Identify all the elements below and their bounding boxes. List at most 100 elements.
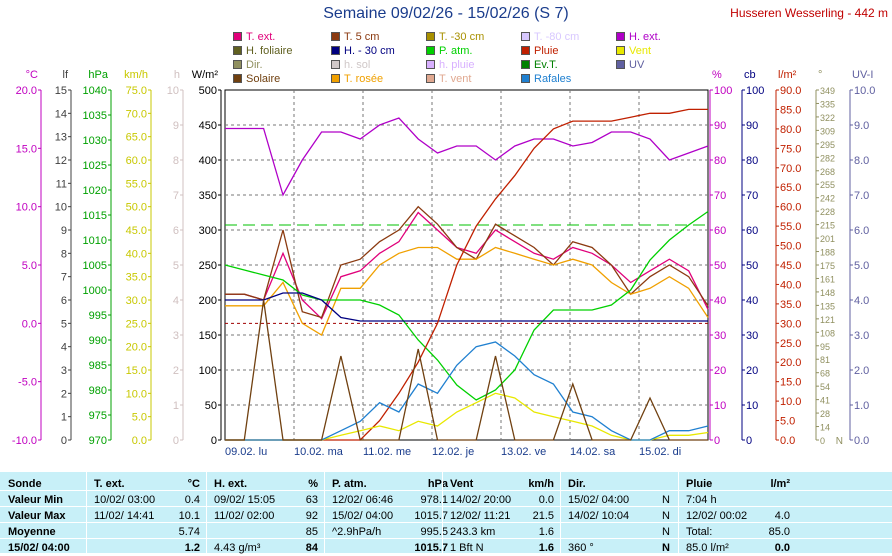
tick-label: 0.0: [854, 435, 869, 447]
legend-swatch: [426, 74, 435, 83]
axis-unit: hPa: [88, 69, 108, 81]
tick-label: 30: [714, 330, 726, 342]
axis-unit: UV-I: [852, 69, 873, 81]
legend-item: Ev.T.: [521, 59, 558, 72]
tick-label: 1025: [83, 160, 107, 172]
column-divider: [560, 472, 561, 553]
axis-unit: l/m²: [778, 69, 797, 81]
tick-label: 70.0: [780, 163, 801, 175]
tick-label: 75.0: [126, 85, 147, 97]
table-row-divider: [0, 538, 892, 539]
station-label: Husseren Wesserling - 442 m: [730, 6, 888, 20]
tick-label: 15.0: [126, 365, 147, 377]
legend-item: P. atm.: [426, 45, 472, 58]
tick-label: 4.0: [854, 295, 869, 307]
tick-label: 70: [746, 190, 758, 202]
tick-label: 6: [61, 295, 67, 307]
tick-label: 215: [820, 221, 835, 231]
tick-label: 70: [714, 190, 726, 202]
tick-label: 0.0: [780, 435, 795, 447]
cell-value: N: [662, 542, 670, 554]
tick-label: 100: [714, 85, 732, 97]
cell-value: 63: [305, 494, 318, 506]
tick-label: 60.0: [780, 202, 801, 214]
tick-label: 85.0: [780, 104, 801, 116]
tick-label: 0: [746, 435, 752, 447]
legend-item: Rafales: [521, 73, 571, 86]
tick-label: 10.0: [16, 202, 37, 214]
tick-label: 2.0: [854, 365, 869, 377]
tick-label: 350: [199, 190, 217, 202]
legend-swatch: [616, 60, 625, 69]
tick-label: 8: [61, 248, 67, 260]
tick-label: 1035: [83, 110, 107, 122]
legend-swatch: [331, 60, 340, 69]
tick-label: 0: [211, 435, 217, 447]
tick-label: 5.0: [780, 416, 795, 428]
tick-label: 54: [820, 382, 830, 392]
legend-swatch: [233, 60, 242, 69]
tick-label: 10: [714, 400, 726, 412]
tick-label: 5.0: [22, 260, 37, 272]
cell-value: 4.0: [774, 510, 790, 522]
legend-swatch: [331, 46, 340, 55]
row-label: Valeur Min: [8, 494, 64, 506]
legend-label: Pluie: [534, 45, 559, 57]
tick-label: 45.0: [780, 260, 801, 272]
tick-label: 90.0: [780, 85, 801, 97]
column-divider: [678, 472, 679, 553]
tick-label: 400: [199, 155, 217, 167]
tick-label: 20.0: [126, 342, 147, 354]
cell-value: 21.5: [532, 510, 554, 522]
cell-value: 1015.7: [414, 542, 448, 554]
tick-label: 100: [746, 85, 764, 97]
tick-label: 268: [820, 167, 835, 177]
tick-label: 10: [167, 85, 179, 97]
legend-swatch: [521, 32, 530, 41]
tick-label: 300: [199, 225, 217, 237]
tick-label: 10.0: [854, 85, 875, 97]
cell-value: 10.1: [178, 510, 200, 522]
tick-label: 980: [89, 385, 107, 397]
tick-label: 975: [89, 410, 107, 422]
tick-label: 25.0: [126, 318, 147, 330]
column-header: Pluie: [686, 478, 713, 490]
tick-label: 295: [820, 140, 835, 150]
tick-label: 2: [61, 388, 67, 400]
row-label: Moyenne: [8, 526, 56, 538]
tick-label: 175: [820, 261, 835, 271]
series-line: [225, 292, 708, 322]
cell-value: N: [662, 510, 670, 522]
cell-label: 12/02/ 06:46: [332, 494, 394, 506]
tick-label: 25.0: [780, 338, 801, 350]
tick-label: 990: [89, 335, 107, 347]
cell-label: 15/02/ 04:00: [332, 510, 394, 522]
tick-label: 10.0: [126, 388, 147, 400]
cell-label: Total:: [686, 526, 713, 538]
tick-label: 10: [746, 400, 758, 412]
tick-label: 0.0: [22, 318, 37, 330]
legend-swatch: [521, 74, 530, 83]
tick-label: 5.0: [854, 260, 869, 272]
tick-label: 65.0: [126, 132, 147, 144]
legend-label: T. -80 cm: [534, 31, 580, 43]
legend-item: h. pluie: [426, 59, 474, 72]
legend-label: Rafales: [534, 73, 572, 85]
column-header: H. ext.: [214, 478, 248, 490]
axis-unit: °: [818, 69, 822, 81]
legend-item: Solaire: [233, 73, 280, 86]
tick-label: 45.0: [126, 225, 147, 237]
tick-label: 15.0: [780, 377, 801, 389]
legend-label: H. foliaire: [246, 45, 293, 57]
tick-label: 80: [746, 155, 758, 167]
tick-label: 60: [714, 225, 726, 237]
tick-label: -5.0: [18, 377, 37, 389]
tick-label: 1040: [83, 85, 107, 97]
legend-swatch: [521, 46, 530, 55]
tick-label: 10.0: [780, 396, 801, 408]
legend-label: T. rosée: [344, 73, 384, 85]
legend-item: H. foliaire: [233, 45, 292, 58]
tick-label: 95: [820, 342, 830, 352]
tick-label: 28: [820, 409, 830, 419]
tick-label: 100: [199, 365, 217, 377]
